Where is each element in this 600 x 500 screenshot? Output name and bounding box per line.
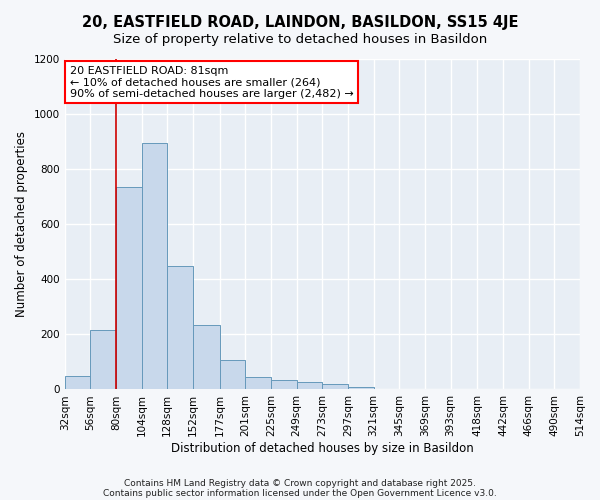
Bar [348,386,374,390]
Bar [116,187,142,390]
X-axis label: Distribution of detached houses by size in Basildon: Distribution of detached houses by size … [171,442,474,455]
Text: Size of property relative to detached houses in Basildon: Size of property relative to detached ho… [113,32,487,46]
Y-axis label: Number of detached properties: Number of detached properties [15,131,28,317]
Bar [193,324,220,390]
Bar [322,384,348,390]
Bar [271,380,296,390]
Bar [167,266,193,390]
Text: Contains HM Land Registry data © Crown copyright and database right 2025.: Contains HM Land Registry data © Crown c… [124,478,476,488]
Bar [296,382,322,390]
Bar [91,330,116,390]
Text: Contains public sector information licensed under the Open Government Licence v3: Contains public sector information licen… [103,488,497,498]
Text: 20 EASTFIELD ROAD: 81sqm
← 10% of detached houses are smaller (264)
90% of semi-: 20 EASTFIELD ROAD: 81sqm ← 10% of detach… [70,66,353,99]
Bar [65,376,91,390]
Bar [245,377,271,390]
Text: 20, EASTFIELD ROAD, LAINDON, BASILDON, SS15 4JE: 20, EASTFIELD ROAD, LAINDON, BASILDON, S… [82,15,518,30]
Bar [220,360,245,390]
Bar [142,143,167,390]
